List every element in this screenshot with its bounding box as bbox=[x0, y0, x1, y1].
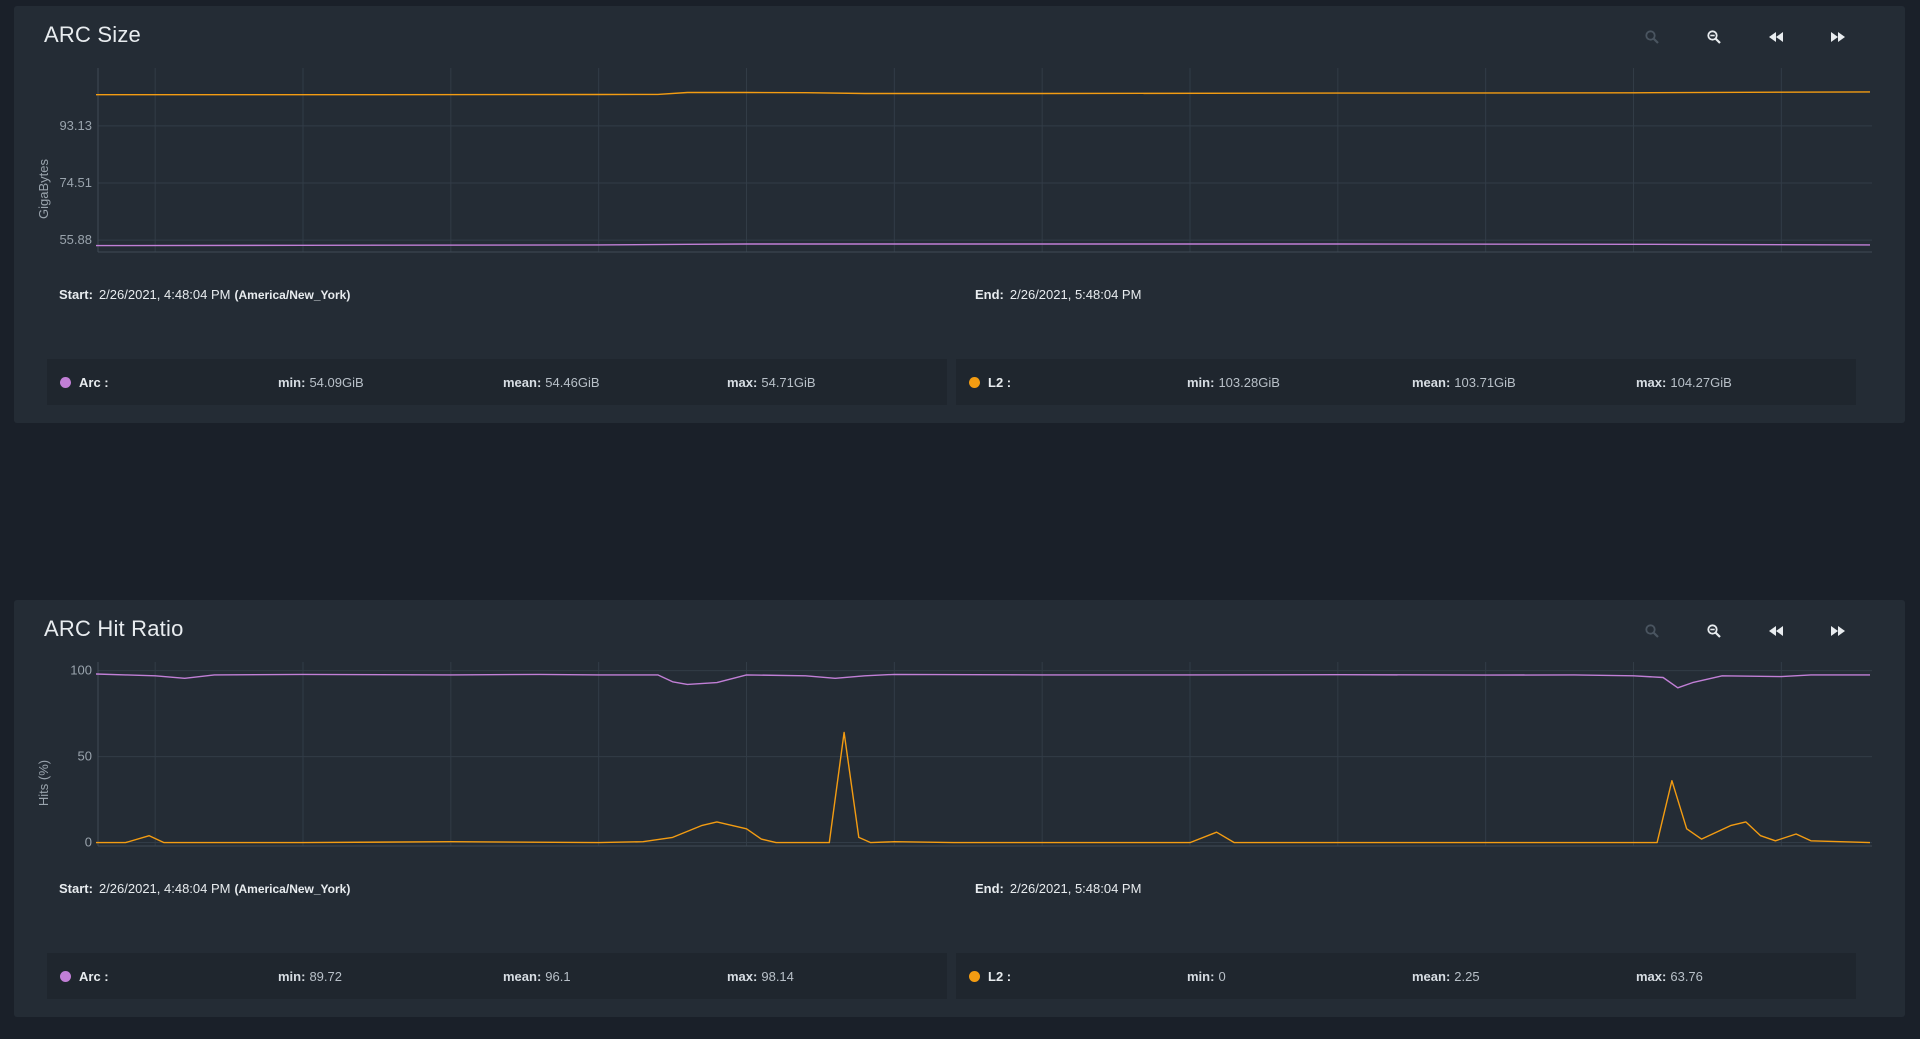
y-tick-label: 50 bbox=[78, 749, 92, 764]
zoom-out-icon[interactable] bbox=[1703, 620, 1725, 642]
range-end: End: 2/26/2021, 5:48:04 PM bbox=[975, 881, 1141, 896]
start-value: 2/26/2021, 4:48:04 PM bbox=[98, 287, 231, 302]
y-tick-label: 74.51 bbox=[59, 175, 92, 190]
legend-arc[interactable]: Arc : min: 89.72 mean: 96.1 max: 98.14 bbox=[47, 953, 947, 999]
step-back-icon[interactable] bbox=[1765, 26, 1787, 48]
range-start: Start: 2/26/2021, 4:48:04 PM (America/New_… bbox=[59, 287, 350, 302]
x-tick-label: 17:05 bbox=[582, 264, 615, 266]
legend-max: max: 54.71GiB bbox=[727, 375, 816, 390]
legend-min: min: 103.28GiB bbox=[1187, 375, 1280, 390]
x-tick-label: 17:40 bbox=[1617, 858, 1650, 860]
start-value: 2/26/2021, 4:48:04 PM bbox=[98, 881, 231, 896]
x-tick-label: 17:15 bbox=[878, 858, 911, 860]
end-value: 2/26/2021, 5:48:04 PM bbox=[1009, 881, 1142, 896]
step-back-icon[interactable] bbox=[1765, 620, 1787, 642]
arc-size-panel: ARC Size GigaBytes 16:50 16:55 17:00 17:05 1… bbox=[14, 6, 1905, 423]
x-tick-label: 17:10 bbox=[730, 858, 763, 860]
zoom-in-icon[interactable] bbox=[1641, 26, 1663, 48]
range-start: Start: 2/26/2021, 4:48:04 PM (America/New_… bbox=[59, 881, 350, 896]
legend-mean: mean: 96.1 bbox=[503, 969, 571, 984]
x-tick-label: 17:20 bbox=[1026, 264, 1059, 266]
x-tick-label: 17:25 bbox=[1174, 858, 1207, 860]
y-axis-label: Hits (%) bbox=[36, 760, 51, 806]
series-line-arc[interactable] bbox=[95, 673, 1870, 689]
x-tick-label: 17:25 bbox=[1174, 264, 1207, 266]
chart-toolbar bbox=[1641, 26, 1849, 50]
step-forward-icon[interactable] bbox=[1827, 26, 1849, 48]
x-tick-label: 17:00 bbox=[435, 264, 468, 266]
y-tick-label: 55.88 bbox=[59, 232, 92, 247]
legend-l2[interactable]: L2 : min: 0 mean: 2.25 max: 63.76 bbox=[956, 953, 1856, 999]
start-label: Start: bbox=[59, 287, 93, 302]
panel-title: ARC Size bbox=[44, 22, 141, 47]
x-tick-label: 16:50 bbox=[139, 264, 172, 266]
arc-color-dot bbox=[60, 377, 71, 388]
x-tick-label: 17:45 bbox=[1765, 858, 1798, 860]
x-tick-label: 17:30 bbox=[1322, 264, 1355, 266]
legend-series-name: L2 : bbox=[988, 375, 1012, 390]
chart-toolbar bbox=[1641, 620, 1849, 644]
panel-title: ARC Hit Ratio bbox=[44, 616, 184, 641]
l2-color-dot bbox=[969, 971, 980, 982]
y-tick-label: 93.13 bbox=[59, 118, 92, 133]
y-axis-label: GigaBytes bbox=[36, 159, 51, 219]
series-line-l2[interactable] bbox=[96, 731, 1871, 844]
x-tick-label: 17:20 bbox=[1026, 858, 1059, 860]
x-tick-label: 17:10 bbox=[730, 264, 763, 266]
x-tick-label: 16:55 bbox=[287, 264, 320, 266]
end-value: 2/26/2021, 5:48:04 PM bbox=[1009, 287, 1142, 302]
arc-hit-ratio-chart: Hits (%) 16:50 16:55 17:00 17:05 17:10 17:15 1… bbox=[36, 662, 1872, 860]
x-tick-label: 17:00 bbox=[435, 858, 468, 860]
arc-color-dot bbox=[60, 971, 71, 982]
end-label: End: bbox=[975, 287, 1004, 302]
x-tick-label: 16:50 bbox=[139, 858, 172, 860]
range-end: End: 2/26/2021, 5:48:04 PM bbox=[975, 287, 1141, 302]
x-tick-label: 17:40 bbox=[1617, 264, 1650, 266]
legend-max: max: 63.76 bbox=[1636, 969, 1703, 984]
x-tick-label: 17:30 bbox=[1322, 858, 1355, 860]
legend-arc[interactable]: Arc : min: 54.09GiB mean: 54.46GiB max: 54.… bbox=[47, 359, 947, 405]
end-label: End: bbox=[975, 881, 1004, 896]
x-tick-label: 17:05 bbox=[582, 858, 615, 860]
x-tick-label: 17:35 bbox=[1469, 858, 1502, 860]
x-tick-label: 17:45 bbox=[1765, 264, 1798, 266]
y-tick-label: 100 bbox=[70, 663, 92, 678]
legend-mean: mean: 54.46GiB bbox=[503, 375, 600, 390]
legend-min: min: 89.72 bbox=[278, 969, 342, 984]
l2-color-dot bbox=[969, 377, 980, 388]
arc-hit-ratio-panel: ARC Hit Ratio Hits (%) 16:50 16:55 17:00 17… bbox=[14, 600, 1905, 1017]
y-tick-label: 0 bbox=[85, 835, 92, 850]
step-forward-icon[interactable] bbox=[1827, 620, 1849, 642]
legend-series-name: L2 : bbox=[988, 969, 1012, 984]
x-tick-label: 16:55 bbox=[287, 858, 320, 860]
x-tick-label: 17:15 bbox=[878, 264, 911, 266]
timezone: (America/New_York) bbox=[234, 288, 351, 302]
x-tick-label: 17:35 bbox=[1469, 264, 1502, 266]
zoom-out-icon[interactable] bbox=[1703, 26, 1725, 48]
start-label: Start: bbox=[59, 881, 93, 896]
series-line-arc[interactable] bbox=[95, 243, 1871, 247]
series-line-l2[interactable] bbox=[96, 91, 1871, 96]
arc-size-chart: GigaBytes 16:50 16:55 17:00 17:05 17:10 17:15… bbox=[36, 68, 1872, 266]
legend-mean: mean: 103.71GiB bbox=[1412, 375, 1516, 390]
legend-series-name: Arc : bbox=[79, 969, 109, 984]
legend-series-name: Arc : bbox=[79, 375, 109, 390]
zoom-in-icon[interactable] bbox=[1641, 620, 1663, 642]
legend-max: max: 98.14 bbox=[727, 969, 794, 984]
legend-min: min: 54.09GiB bbox=[278, 375, 364, 390]
legend-mean: mean: 2.25 bbox=[1412, 969, 1480, 984]
legend-l2[interactable]: L2 : min: 103.28GiB mean: 103.71GiB max: 10… bbox=[956, 359, 1856, 405]
legend-min: min: 0 bbox=[1187, 969, 1226, 984]
timezone: (America/New_York) bbox=[234, 882, 351, 896]
legend-max: max: 104.27GiB bbox=[1636, 375, 1732, 390]
